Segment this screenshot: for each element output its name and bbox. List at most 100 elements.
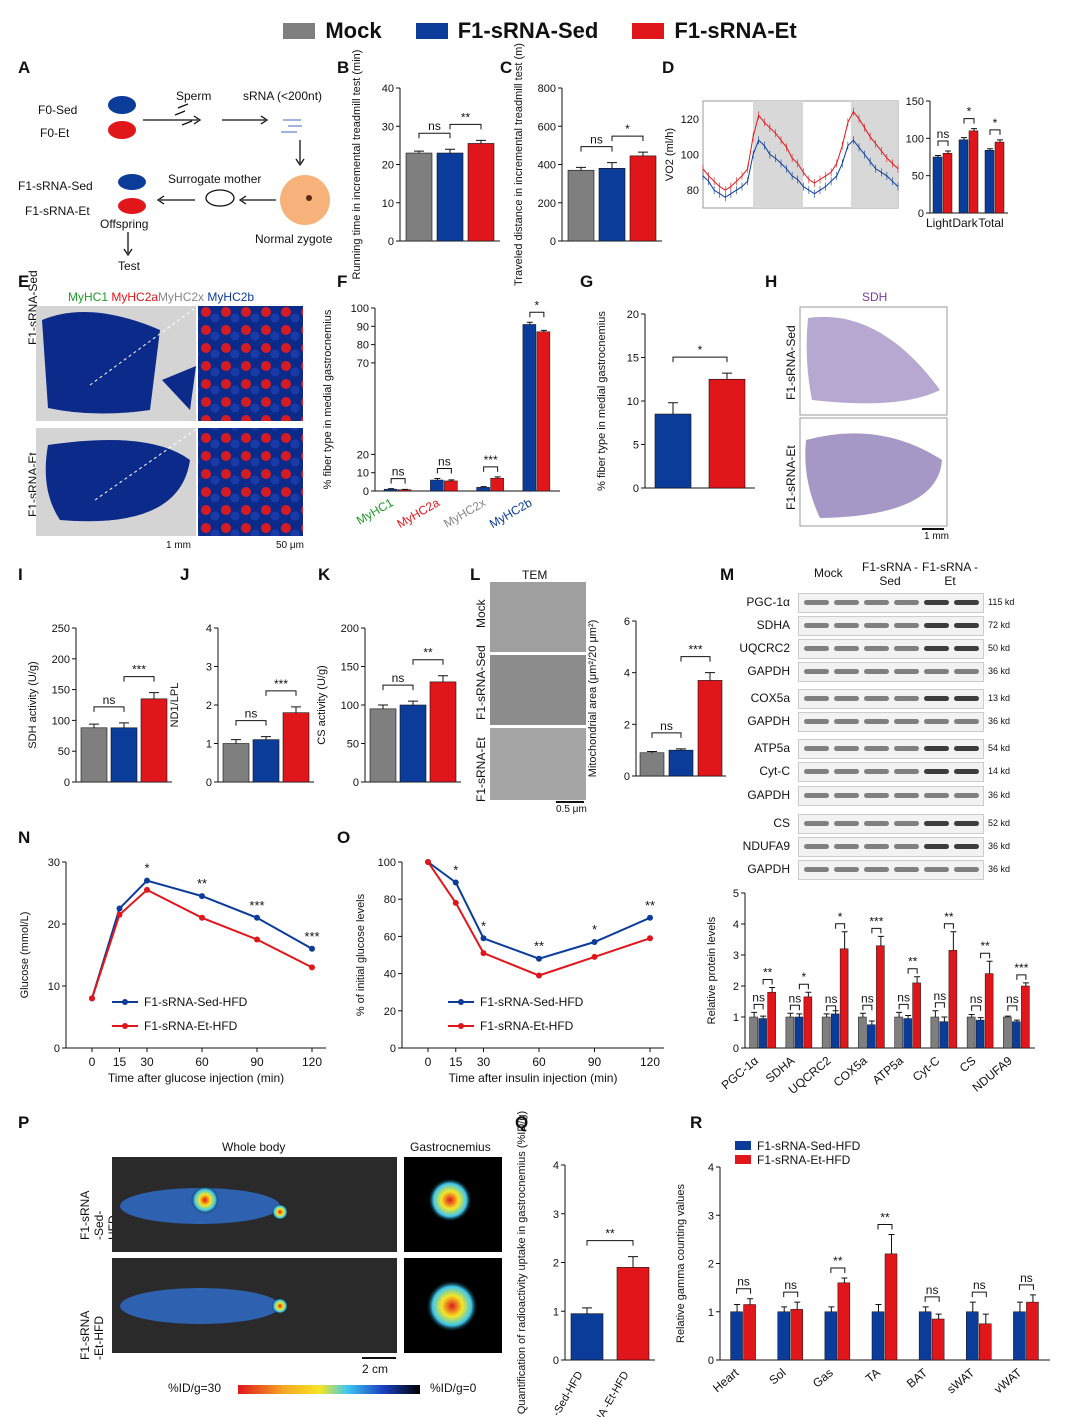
panel-e-scale-50um: 50 μm bbox=[276, 540, 304, 551]
wb-kd-4: 13 kd bbox=[988, 693, 1011, 703]
bar-D_bar-1-0 bbox=[958, 139, 969, 214]
x-tick-label-R-4: BAT bbox=[904, 1365, 931, 1391]
x-tick-label-M_bar-3: COX5a bbox=[831, 1053, 870, 1089]
wb-band-0-1 bbox=[834, 600, 859, 605]
bar-M_bar-7-0 bbox=[1003, 1016, 1012, 1049]
legend-label-mock: Mock bbox=[325, 18, 382, 43]
wb-band-11-0 bbox=[804, 867, 829, 872]
error-bar-D_bar-0-1 bbox=[945, 150, 951, 154]
wb-kd-6: 54 kd bbox=[988, 743, 1011, 753]
error-bar-D_bar-2-0 bbox=[987, 148, 993, 151]
x-axis-label-N: Time after glucose injection (min) bbox=[108, 1071, 284, 1085]
error-bar-M_bar-3-1 bbox=[868, 1020, 875, 1025]
panel-label-l: L bbox=[470, 565, 481, 584]
y-tick-label-N: 10 bbox=[48, 981, 60, 993]
wb-band-4-2 bbox=[864, 696, 889, 701]
y-tick-label-K: 200 bbox=[341, 623, 359, 635]
panel-e-myhc2x: MyHC2x bbox=[158, 290, 205, 304]
error-bar-R-6-1 bbox=[1029, 1294, 1036, 1303]
sig-label-M-low-6: ns bbox=[970, 992, 983, 1006]
bar-R-5-1 bbox=[979, 1323, 992, 1361]
schematic-f1-sed: F1-sRNA-Sed bbox=[18, 179, 93, 193]
wb-kd-3: 36 kd bbox=[988, 666, 1011, 676]
wb-band-6-3 bbox=[894, 746, 919, 751]
wb-band-10-5 bbox=[954, 844, 979, 849]
error-bar-F-3-1 bbox=[540, 329, 547, 332]
wb-band-2-4 bbox=[924, 646, 949, 651]
wb-kd-11: 36 kd bbox=[988, 864, 1011, 874]
sig-bracket-M-high-4 bbox=[907, 968, 918, 974]
error-bar-M_bar-1-1 bbox=[796, 1013, 803, 1017]
y-tick-label-F: 10 bbox=[357, 468, 369, 480]
wb-band-3-5 bbox=[954, 669, 979, 674]
sig-bracket-M-high-6 bbox=[980, 952, 991, 959]
wb-band-10-4 bbox=[924, 844, 949, 849]
error-bar-Q-1 bbox=[628, 1256, 638, 1268]
bar-I-0 bbox=[80, 727, 108, 783]
point-O-1-0 bbox=[425, 859, 431, 865]
sig-label-M-high-5: ** bbox=[944, 910, 954, 924]
y-tick-label-C: 0 bbox=[550, 236, 556, 248]
bar-M_bar-1-2 bbox=[803, 996, 813, 1049]
x-tick-label-D_bar-1: Dark bbox=[952, 216, 978, 230]
y-tick-label-J: 1 bbox=[206, 739, 212, 751]
sig-bracket-M-high-5 bbox=[943, 923, 954, 929]
error-bar-R-1-0 bbox=[781, 1306, 788, 1312]
legend-label-N-0: F1-sRNA-Sed-HFD bbox=[144, 995, 248, 1009]
point-O-0-1 bbox=[452, 879, 459, 886]
error-bar-F-3-0 bbox=[526, 321, 533, 325]
mouse-icon-f1-et bbox=[118, 198, 146, 214]
wb-band-9-3 bbox=[894, 821, 919, 826]
y-tick-label-R: 1 bbox=[708, 1307, 714, 1319]
error-bar-I-1 bbox=[119, 722, 129, 728]
panel-label-c: C bbox=[500, 58, 513, 77]
x-tick-label-R-1: Sol bbox=[766, 1366, 788, 1388]
error-bar-K-2 bbox=[438, 675, 448, 682]
error-bar-K-1 bbox=[408, 700, 418, 705]
bar-F-2-1 bbox=[490, 477, 504, 492]
x-tick-label-R-6: vWAT bbox=[991, 1365, 1025, 1396]
y-tick-label-J: 0 bbox=[206, 777, 212, 789]
bar-M_bar-5-0 bbox=[930, 1016, 940, 1049]
y-tick-label-Q: 2 bbox=[553, 1258, 559, 1270]
sig-label-I-1: *** bbox=[132, 663, 146, 677]
bar-R-6-0 bbox=[1013, 1311, 1026, 1361]
bar-B-0 bbox=[405, 152, 433, 242]
wb-band-0-0 bbox=[804, 600, 829, 605]
bar-C-1 bbox=[598, 168, 626, 242]
wb-band-10-0 bbox=[804, 844, 829, 849]
colorbar bbox=[238, 1385, 420, 1394]
sig-bracket-J-1 bbox=[265, 690, 297, 696]
sig-bracket-K-0 bbox=[382, 684, 414, 691]
y-tick-label-B: 20 bbox=[382, 160, 394, 172]
x-tick-label-N: 120 bbox=[302, 1055, 322, 1069]
sig-bracket-M-high-3 bbox=[871, 927, 882, 934]
y-tick-label-M_bar: 5 bbox=[733, 888, 739, 900]
wb-kd-1: 72 kd bbox=[988, 620, 1011, 630]
error-bar-M_bar-0-0 bbox=[751, 1011, 758, 1017]
wb-band-3-1 bbox=[834, 669, 859, 674]
panel-e-myhc2a: MyHC2a bbox=[111, 290, 159, 304]
wb-kd-10: 36 kd bbox=[988, 841, 1011, 851]
bar-M_bar-4-0 bbox=[894, 1016, 903, 1049]
wb-band-9-5 bbox=[954, 821, 979, 826]
error-bar-R-3-0 bbox=[875, 1304, 882, 1312]
error-bar-C-2 bbox=[638, 151, 648, 156]
wb-band-7-5 bbox=[954, 769, 979, 774]
series-line-D-1 bbox=[702, 110, 899, 191]
sig-label-L-1: *** bbox=[688, 643, 702, 657]
wb-band-4-3 bbox=[894, 696, 919, 701]
error-bar-C-0 bbox=[576, 166, 586, 171]
error-bar-M_bar-2-0 bbox=[823, 1013, 830, 1017]
x-tick-label-R-3: TA bbox=[863, 1366, 883, 1386]
y-tick-label-C: 800 bbox=[538, 83, 556, 95]
sig-label-R-2: ** bbox=[833, 1254, 843, 1268]
sig-bracket-I-1 bbox=[123, 676, 155, 682]
panel-label-m: M bbox=[720, 565, 735, 584]
wb-band-3-3 bbox=[894, 669, 919, 674]
series-line-O-0 bbox=[427, 861, 651, 960]
zygote-nucleus bbox=[306, 195, 312, 201]
mouse-icon-f0-sed bbox=[108, 96, 136, 114]
wb-band-8-2 bbox=[864, 793, 889, 798]
sig-bracket-M-high-1 bbox=[798, 983, 809, 990]
